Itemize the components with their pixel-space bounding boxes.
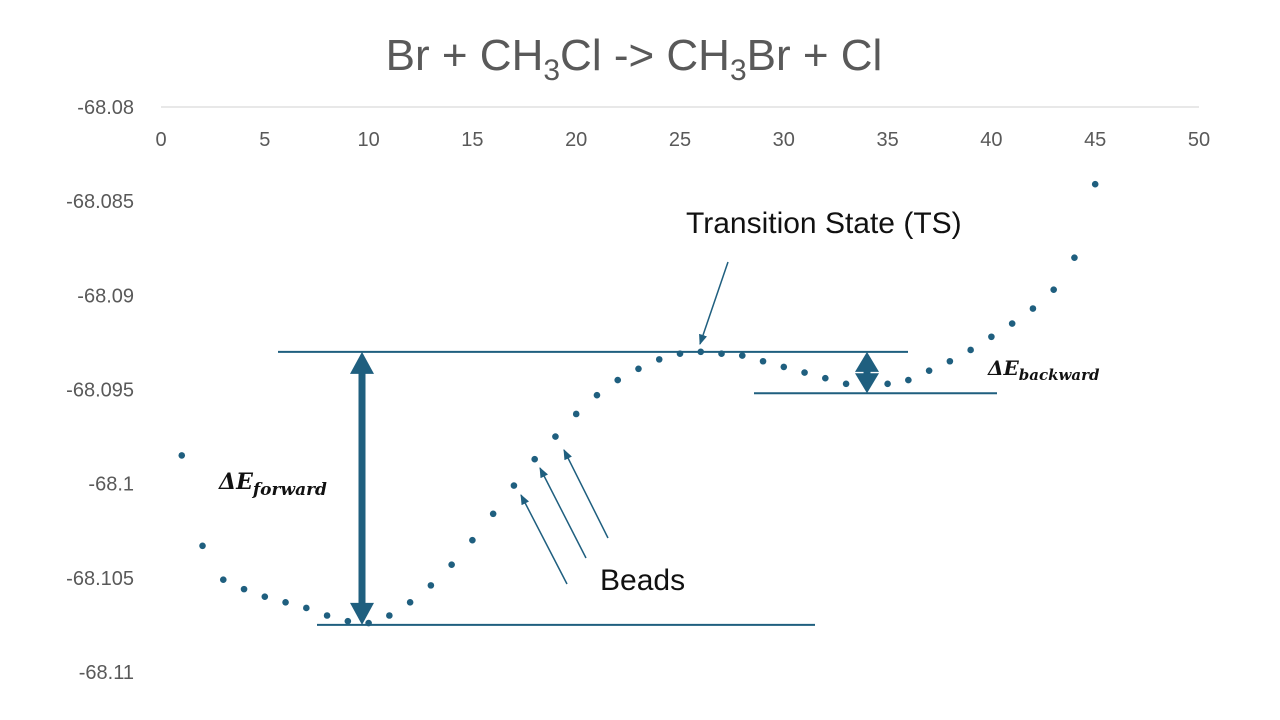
data-point (469, 536, 476, 544)
data-point (261, 593, 269, 600)
x-tick-label: 25 (669, 129, 691, 151)
x-tick-label: 0 (155, 129, 166, 151)
data-point (572, 410, 580, 418)
data-point (303, 604, 310, 612)
data-point (552, 433, 559, 440)
data-point (905, 376, 912, 384)
data-point (718, 350, 725, 358)
annotations: Transition State (TS) Beads ΔEforward ΔE… (218, 207, 1100, 626)
bead-pointer-arrow-2 (539, 467, 587, 559)
x-tick-label: 5 (259, 129, 270, 151)
data-point (427, 582, 435, 589)
data-point (1071, 254, 1078, 261)
data-point (863, 382, 871, 390)
forward-arrow (350, 351, 374, 625)
data-point (448, 561, 455, 568)
data-point (323, 612, 331, 619)
data-point (780, 363, 788, 371)
delta-e-backward-label: ΔEbackward (987, 356, 1100, 384)
data-point (219, 576, 227, 584)
data-points (178, 180, 1099, 627)
x-tick-label: 35 (876, 129, 898, 151)
data-point (178, 452, 186, 459)
data-point (801, 369, 808, 376)
x-tick-label: 10 (357, 129, 379, 151)
delta-e-forward-label: ΔEforward (218, 469, 327, 500)
x-tick-label: 20 (565, 129, 587, 151)
data-point (884, 380, 891, 388)
data-point (842, 380, 850, 388)
data-point (676, 350, 684, 358)
data-point (988, 333, 995, 341)
data-point (614, 376, 622, 384)
data-point (759, 357, 767, 365)
data-point (282, 599, 289, 606)
y-tick-label: -68.105 (66, 568, 134, 590)
y-tick-label: -68.11 (79, 662, 134, 684)
data-point (344, 617, 352, 625)
data-point (946, 357, 954, 365)
data-point (240, 585, 248, 593)
x-tick-label: 45 (1084, 129, 1106, 151)
data-point (822, 374, 829, 382)
data-point (199, 542, 206, 550)
y-axis-ticks: -68.08 -68.085 -68.09 -68.095 -68.1 -68.105 -6… (66, 97, 134, 684)
x-tick-label: 15 (461, 129, 483, 151)
y-tick-label: -68.1 (88, 474, 134, 496)
data-point (635, 365, 642, 373)
data-point (925, 367, 933, 374)
data-point (365, 619, 372, 627)
data-point (1008, 320, 1016, 327)
data-point (531, 455, 538, 463)
data-point (406, 599, 414, 606)
data-point (1029, 305, 1037, 312)
y-tick-label: -68.085 (66, 191, 134, 213)
data-point (967, 346, 974, 354)
data-point (738, 352, 746, 359)
data-point (489, 510, 497, 518)
data-point (593, 391, 601, 399)
data-point (386, 612, 393, 619)
data-point (655, 356, 663, 363)
y-tick-label: -68.095 (66, 380, 134, 402)
x-tick-label: 50 (1188, 129, 1210, 151)
x-tick-label: 30 (773, 129, 795, 151)
ts-pointer-arrow (699, 261, 729, 345)
transition-state-label: Transition State (TS) (686, 207, 962, 240)
data-point (510, 482, 518, 489)
data-point (1091, 180, 1099, 188)
y-tick-label: -68.09 (77, 285, 134, 307)
beads-label: Beads (600, 564, 685, 597)
x-axis-ticks: 0 5 10 15 20 25 30 35 40 45 50 (155, 129, 1210, 151)
x-tick-label: 40 (980, 129, 1002, 151)
data-point (1050, 286, 1057, 293)
bead-pointer-arrow-1 (520, 494, 568, 585)
data-point (697, 348, 705, 356)
chart-title: Br + CH3Cl -> CH3Br + Cl (386, 31, 883, 87)
bead-pointer-arrow-3 (563, 449, 609, 539)
y-tick-label: -68.08 (77, 97, 134, 119)
